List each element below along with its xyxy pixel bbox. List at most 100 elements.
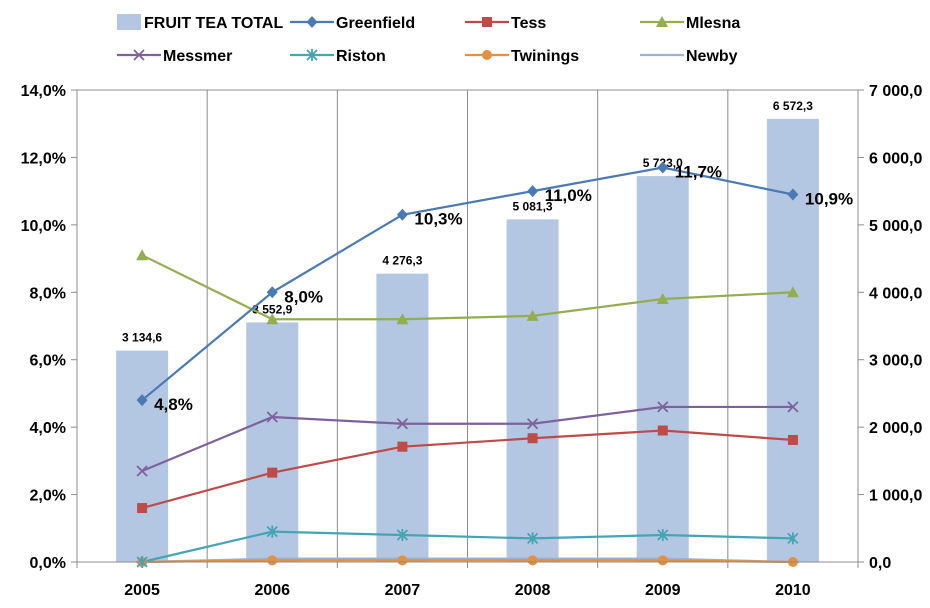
legend-label: Newby — [686, 48, 738, 65]
legend-label: Twinings — [511, 48, 579, 65]
series-lines — [141, 166, 794, 564]
bar-fruit-tea-total — [116, 350, 169, 562]
legend-label: Riston — [336, 48, 386, 65]
legend-item-fruit-tea-total: FRUIT TEA TOTAL — [117, 14, 283, 32]
marker-greenfield — [136, 394, 148, 407]
y-left-tick-label: 12,0% — [21, 150, 66, 167]
marker-riston — [396, 529, 409, 542]
marker-messmer — [526, 418, 539, 430]
marker-riston — [526, 532, 539, 545]
legend-item-messmer: Messmer — [117, 48, 232, 65]
y-right-tick-label: 2 000,0 — [869, 420, 922, 437]
line-newby — [142, 557, 793, 564]
legend-label: Greenfield — [336, 15, 415, 32]
legend-marker — [482, 50, 492, 60]
legend-marker — [306, 16, 318, 28]
marker-tess — [787, 434, 798, 445]
y-left-tick-label: 0,0% — [30, 555, 66, 572]
line-greenfield — [141, 166, 794, 402]
x-tick-label: 2009 — [645, 582, 681, 599]
marker-tess — [527, 433, 538, 444]
legend-label: Mlesna — [686, 15, 740, 32]
greenfield-data-label: 8,0% — [284, 287, 323, 306]
x-tick-label: 2006 — [254, 582, 290, 599]
legend-swatch — [117, 14, 141, 30]
marker-tess — [657, 425, 668, 436]
marker-riston — [266, 525, 278, 538]
legend-item-newby: Newby — [640, 48, 738, 65]
bar-data-label: 3 134,6 — [122, 331, 162, 345]
y-right-tick-label: 0,0 — [869, 555, 891, 572]
legend-marker — [133, 49, 145, 61]
bars — [116, 118, 819, 563]
line-messmer — [141, 405, 793, 472]
line-riston — [141, 530, 793, 564]
grid — [206, 90, 729, 562]
marker-greenfield — [787, 188, 799, 201]
marker-mlesna — [266, 313, 279, 325]
legend-item-twinings: Twinings — [465, 48, 579, 65]
marker-twinings — [527, 555, 538, 566]
line-tess — [141, 429, 793, 510]
greenfield-data-label: 11,7% — [675, 163, 722, 182]
axes: 0,0% 2,0% 4,0% 6,0% 8,0% 10,0% 12,0% 14,0% 0,0 1 … — [21, 83, 923, 599]
bar-data-label: 4 276,3 — [382, 254, 422, 268]
greenfield-data-label: 11,0% — [545, 186, 592, 205]
bar-data-label: 5 081,3 — [513, 199, 553, 213]
greenfield-labels: 4,8% 8,0% 10,3% 11,0% 11,7% 10,9% — [154, 163, 853, 415]
marker-messmer — [266, 411, 278, 423]
marker-mlesna — [396, 313, 409, 325]
line-mlesna — [141, 254, 793, 321]
marker-mlesna — [526, 309, 539, 321]
bar-data-label: 3 552,9 — [252, 302, 292, 316]
bar-fruit-tea-total — [246, 322, 299, 562]
bar-data-label: 6 572,3 — [773, 99, 813, 113]
greenfield-data-label: 10,3% — [414, 210, 462, 229]
series-markers — [136, 161, 799, 568]
marker-tess — [397, 441, 408, 452]
marker-messmer — [136, 465, 148, 477]
y-right-tick-label: 6 000,0 — [869, 150, 922, 167]
legend-marker — [482, 17, 492, 27]
x-tick-label: 2005 — [124, 582, 160, 599]
legend-marker — [306, 49, 318, 61]
marker-mlesna — [656, 293, 669, 305]
marker-greenfield — [396, 208, 408, 221]
x-tick-label: 2007 — [385, 582, 421, 599]
marker-tess — [267, 467, 278, 478]
legend-item-tess: Tess — [465, 15, 546, 32]
legend-item-greenfield: Greenfield — [290, 15, 415, 32]
y-right-tick-label: 1 000,0 — [869, 488, 922, 505]
y-left-tick-label: 6,0% — [30, 353, 66, 370]
legend-label: Tess — [511, 15, 546, 32]
marker-greenfield — [657, 161, 669, 174]
marker-tess — [137, 503, 148, 514]
legend-label: FRUIT TEA TOTAL — [144, 15, 283, 32]
greenfield-data-label: 4,8% — [154, 395, 193, 414]
marker-riston — [787, 532, 799, 545]
x-tick-label: 2008 — [515, 582, 551, 599]
y-right-tick-label: 5 000,0 — [869, 218, 922, 235]
y-left-tick-label: 14,0% — [21, 83, 66, 100]
marker-twinings — [397, 555, 408, 566]
marker-greenfield — [527, 185, 539, 198]
y-left-tick-label: 10,0% — [21, 218, 66, 235]
legend-item-mlesna: Mlesna — [640, 15, 740, 32]
y-left-tick-label: 8,0% — [30, 285, 66, 302]
bar-fruit-tea-total — [506, 219, 559, 563]
y-right-tick-label: 3 000,0 — [869, 353, 922, 370]
bar-fruit-tea-total — [766, 118, 819, 562]
bar-fruit-tea-total — [636, 176, 689, 562]
marker-mlesna — [136, 249, 149, 261]
x-tick-label: 2010 — [775, 582, 811, 599]
legend: FRUIT TEA TOTAL Greenfield Tess Mlesna Messm… — [117, 14, 740, 65]
marker-twinings — [657, 555, 668, 566]
marker-messmer — [787, 401, 799, 413]
marker-messmer — [657, 401, 669, 413]
marker-messmer — [396, 418, 409, 430]
legend-marker — [656, 16, 668, 27]
marker-riston — [657, 529, 669, 542]
marker-twinings — [267, 555, 278, 566]
legend-item-riston: Riston — [290, 48, 386, 65]
